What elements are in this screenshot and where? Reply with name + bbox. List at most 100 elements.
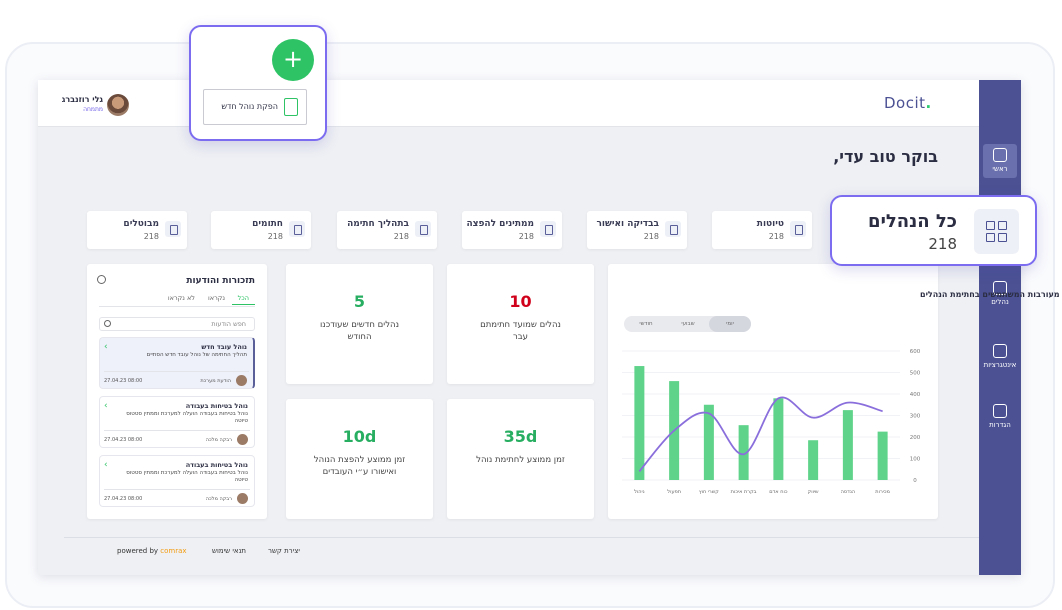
powered-by: powered by comrax: [117, 547, 187, 555]
create-procedure-label[interactable]: הפקת נוהל חדש: [221, 102, 278, 111]
status-count: 218: [643, 232, 659, 241]
bar: [773, 398, 784, 480]
kpi-label: זמן ממוצע להפצת הנוהל ואישורו ע״י העובדי…: [313, 455, 406, 477]
notification-tab[interactable]: הכל: [231, 294, 255, 305]
chevron: ‹: [104, 342, 108, 352]
notification-tab[interactable]: נקראו: [208, 294, 225, 302]
x-tick-label: שיווק: [808, 489, 819, 495]
sidebar-item[interactable]: ראשי: [983, 144, 1017, 178]
chevron: ‹: [104, 460, 108, 470]
status-icon: [540, 221, 556, 237]
grid-icon-part: [986, 233, 995, 242]
brand[interactable]: comrax: [160, 547, 187, 555]
status-card[interactable]: בתהליך חתימה 218: [337, 211, 437, 249]
add-button[interactable]: +: [272, 39, 314, 81]
user-name[interactable]: גלי רוזנברג: [61, 95, 103, 104]
status-card[interactable]: חתומים 218: [211, 211, 311, 249]
notification-divider: [104, 489, 250, 490]
status-card[interactable]: ממתינים להפצה 218: [462, 211, 562, 249]
create-procedure-button[interactable]: הפקת נוהל חדש: [203, 89, 307, 125]
x-tick-label: ניהול: [634, 489, 645, 495]
sidebar-label[interactable]: נהלים: [991, 298, 1009, 306]
notification-sender: הודעת מערכת: [200, 378, 231, 384]
x-tick-label: הנדסה: [841, 489, 856, 495]
search-box[interactable]: חפש הודעות: [99, 317, 255, 331]
logo-dot: .: [925, 94, 932, 112]
notification-text: נוהל בטיחות בעבודה הועלה למערכת וממתין ס…: [126, 470, 248, 483]
footer-link[interactable]: תנאי שימוש: [212, 547, 247, 555]
sidebar-icon: [993, 344, 1007, 358]
powered-by-text: powered by: [117, 547, 159, 555]
status-count: 218: [768, 232, 784, 241]
bar: [877, 431, 888, 480]
sidebar-item[interactable]: אינטגרציות: [979, 344, 1021, 369]
logo-text[interactable]: Docit: [884, 94, 926, 112]
status-card[interactable]: טיוטות 218: [712, 211, 812, 249]
all-procedures-count: 218: [928, 235, 957, 253]
period-option[interactable]: יומי: [709, 316, 751, 332]
notification-title: נוהל בטיחות בעבודה: [185, 402, 248, 410]
notifications-title: תזכורות והודעות: [186, 276, 255, 286]
status-count: 218: [518, 232, 534, 241]
status-card[interactable]: בבדיקה ואישור 218: [587, 211, 687, 249]
kpi-value: 10d: [342, 427, 377, 446]
notification-sender: רבקה מלכה: [205, 437, 232, 443]
notification-title: נוהל עובד חדש: [201, 343, 247, 351]
status-label: מבוטלים: [123, 219, 159, 229]
notification-date: 27.04.23 08:00: [104, 378, 143, 384]
period-option[interactable]: שבועי: [681, 321, 695, 327]
bar: [842, 410, 853, 480]
settings-icon[interactable]: [97, 275, 106, 284]
sidebar-label[interactable]: ראשי: [992, 165, 1008, 173]
x-tick-label: קשרי חוץ: [699, 489, 719, 495]
x-tick-label: בקרת איכות: [731, 489, 757, 495]
sidebar-label[interactable]: הגדרות: [989, 421, 1011, 429]
sidebar-label[interactable]: אינטגרציות: [983, 361, 1017, 369]
status-card[interactable]: מבוטלים 218: [87, 211, 187, 249]
y-tick-label: 300: [910, 414, 921, 420]
notification-item[interactable]: נוהל בטיחות בעבודה נוהל בטיחות בעבודה הוע…: [99, 396, 255, 448]
footer-divider: [64, 537, 979, 538]
notification-item[interactable]: נוהל עובד חדש תהליך החתימה של נוהל עובד ח…: [99, 337, 255, 389]
status-label: ממתינים להפצה: [466, 219, 534, 229]
notification-date: 27.04.23 08:00: [104, 496, 143, 502]
bar: [808, 440, 819, 480]
kpi-card: 10 נהלים שמועד חתימתם עבר: [447, 264, 594, 384]
y-tick-label: 0: [913, 478, 917, 484]
x-tick-label: מכירות: [875, 489, 890, 495]
y-tick-label: 500: [910, 371, 921, 377]
status-label: בבדיקה ואישור: [596, 219, 660, 229]
grid-icon-part: [998, 233, 1007, 242]
kpi-card: 10d זמן ממוצע להפצת הנוהל ואישורו ע״י העו…: [286, 399, 433, 519]
notification-title: נוהל בטיחות בעבודה: [185, 461, 248, 469]
status-label: בתהליך חתימה: [347, 219, 409, 229]
search-placeholder: חפש הודעות: [211, 320, 246, 328]
status-icon: [289, 221, 305, 237]
chevron: ‹: [104, 401, 108, 411]
period-toggle: יומי שבועי חודשי: [624, 316, 751, 332]
status-icon: [165, 221, 181, 237]
status-label: חתומים: [252, 219, 283, 229]
logo[interactable]: Docit.: [884, 94, 932, 112]
document-icon: [284, 98, 298, 116]
sidebar-item[interactable]: הגדרות: [979, 404, 1021, 429]
notification-tab[interactable]: לא נקראו: [167, 294, 195, 302]
period-option[interactable]: חודשי: [639, 321, 653, 327]
sidebar-icon: [993, 404, 1007, 418]
status-count: 218: [143, 232, 159, 241]
all-procedures-title: כל הנהלים: [868, 211, 957, 232]
create-popup: + הפקת נוהל חדש: [189, 25, 327, 141]
notification-avatar: [237, 493, 248, 504]
all-procedures-card[interactable]: כל הנהלים 218: [830, 195, 1037, 266]
notification-divider: [104, 430, 250, 431]
sidebar-item[interactable]: נהלים: [979, 281, 1021, 306]
footer-link[interactable]: יצירת קשר: [268, 547, 300, 555]
kpi-value: 5: [353, 292, 366, 311]
line: [638, 396, 883, 472]
avatar[interactable]: [107, 94, 129, 116]
status-icon: [790, 221, 806, 237]
notification-item[interactable]: נוהל בטיחות בעבודה נוהל בטיחות בעבודה הוע…: [99, 455, 255, 507]
sidebar: ראשי נהלים אינטגרציות הגדרות: [979, 80, 1021, 575]
